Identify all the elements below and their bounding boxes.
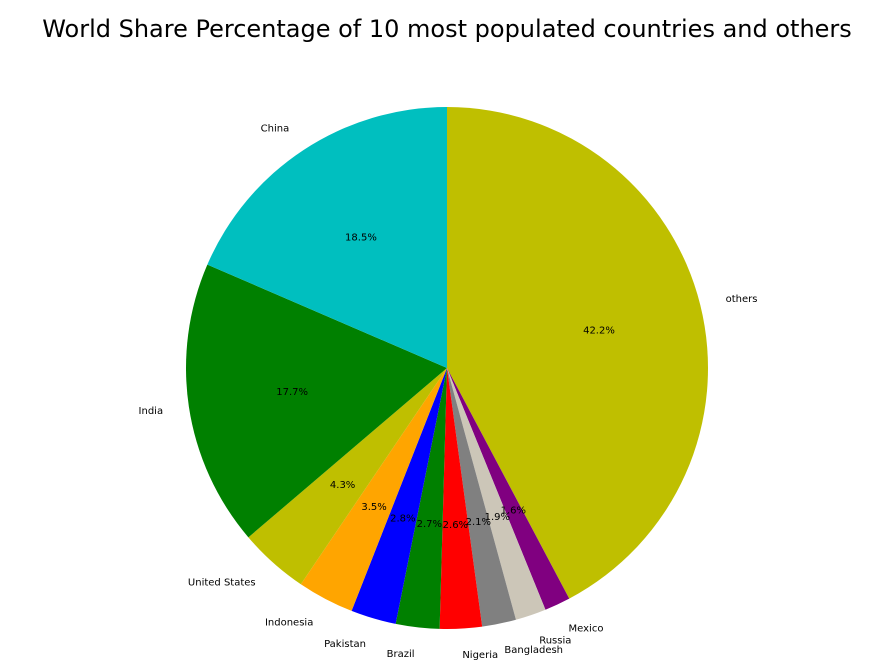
percent-label: 2.1% <box>466 517 491 528</box>
slice-label: Nigeria <box>462 650 498 661</box>
pie-slices <box>185 107 708 629</box>
slice-label: China <box>261 124 290 135</box>
slice-label: India <box>139 406 164 417</box>
percent-label: 2.8% <box>390 514 415 525</box>
pie-slice-pakistan <box>351 368 447 624</box>
percent-labels: 42.2% 1.6%1.9%2.1%2.6%2.7%2.8% 3.5% 4.3% 17.… <box>276 233 615 531</box>
slice-label: Mexico <box>569 624 604 635</box>
pie-slice-indonesia <box>300 368 447 611</box>
chart-title: World Share Percentage of 10 most popula… <box>42 15 852 43</box>
slice-label: Russia <box>539 635 571 646</box>
pie-slice-china <box>207 107 447 368</box>
percent-label: 4.3% <box>330 480 355 491</box>
pie-slice-others <box>447 107 708 599</box>
pie-slice-united-states <box>248 368 447 585</box>
slice-label: Indonesia <box>265 618 313 629</box>
slice-label: United States <box>188 578 256 589</box>
pie-slice-mexico <box>447 368 570 610</box>
percent-label: 2.6% <box>443 520 468 531</box>
percent-label: 42.2% <box>583 326 615 337</box>
percent-label: 3.5% <box>361 502 386 513</box>
percent-label: 2.7% <box>417 519 442 530</box>
slice-label: Pakistan <box>324 639 366 650</box>
slice-label: others <box>726 294 758 305</box>
percent-label: 18.5% <box>345 233 377 244</box>
slice-label: Brazil <box>387 649 415 660</box>
pie-slice-russia <box>447 368 546 620</box>
pie-slice-india <box>185 264 447 538</box>
pie-slice-nigeria <box>439 368 483 629</box>
pie-slice-brazil <box>395 368 447 629</box>
percent-label: 17.7% <box>276 387 308 398</box>
pie-slice-bangladesh <box>447 368 516 627</box>
percent-label: 1.6% <box>501 505 526 516</box>
percent-label: 1.9% <box>485 512 510 523</box>
slice-label: Bangladesh <box>504 645 563 656</box>
